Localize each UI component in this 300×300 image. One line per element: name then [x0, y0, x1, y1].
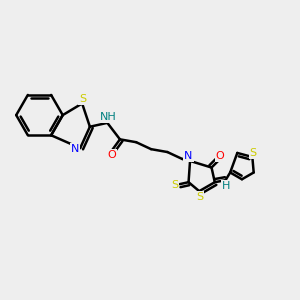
Text: O: O	[215, 151, 224, 161]
Text: NH: NH	[100, 112, 117, 122]
Text: S: S	[79, 94, 86, 103]
Text: N: N	[71, 144, 80, 154]
Text: N: N	[184, 151, 193, 161]
Text: S: S	[171, 180, 178, 190]
Text: O: O	[107, 150, 116, 160]
Text: H: H	[222, 181, 230, 191]
Text: S: S	[250, 148, 257, 158]
Text: S: S	[196, 192, 203, 202]
